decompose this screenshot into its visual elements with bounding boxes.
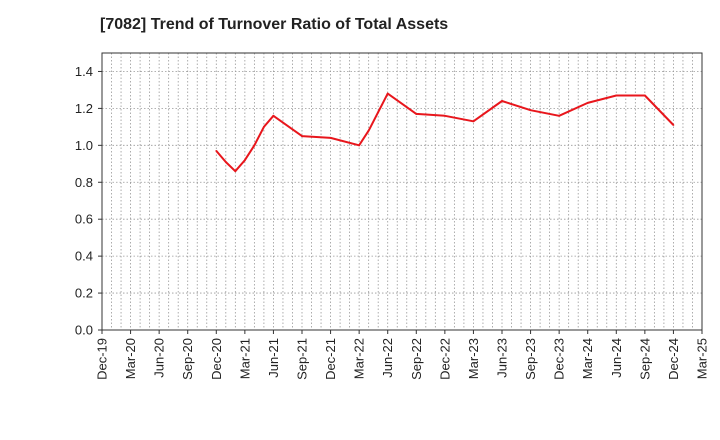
- data-point: [672, 124, 675, 126]
- x-tick-label: Dec-21: [323, 338, 338, 380]
- x-tick-label: Jun-21: [266, 338, 281, 378]
- x-tick-label: Sep-23: [523, 338, 538, 380]
- data-point: [367, 129, 370, 132]
- data-point: [215, 149, 218, 152]
- x-tick-label: Jun-22: [380, 338, 395, 378]
- y-tick-label: 0.4: [75, 249, 93, 264]
- data-point: [224, 161, 227, 163]
- data-point: [243, 159, 246, 162]
- x-tick-label: Dec-22: [437, 338, 452, 380]
- data-point: [643, 94, 646, 97]
- y-tick-label: 0.8: [75, 175, 93, 190]
- data-point: [501, 100, 503, 102]
- data-point: [472, 120, 475, 123]
- x-tick-label: Mar-20: [123, 338, 138, 379]
- y-tick-label: 1.4: [75, 64, 93, 79]
- data-point: [253, 144, 256, 147]
- data-point: [586, 101, 589, 104]
- x-tick-label: Mar-25: [695, 338, 710, 379]
- plot-frame: [101, 52, 703, 331]
- x-tick-label: Dec-23: [552, 338, 567, 380]
- data-point: [529, 109, 532, 112]
- data-point: [263, 125, 265, 128]
- x-tick-label: Mar-22: [352, 338, 367, 379]
- series-layer: [215, 92, 675, 173]
- data-point: [615, 94, 618, 97]
- x-tick-label: Mar-24: [580, 338, 595, 379]
- x-tick-label: Jun-20: [152, 338, 167, 378]
- x-tick-label: Jun-24: [609, 338, 624, 378]
- data-point: [272, 114, 275, 117]
- y-tick-label: 0.0: [75, 323, 93, 338]
- x-tick-label: Sep-20: [180, 338, 195, 380]
- data-point: [234, 170, 237, 173]
- x-tick-label: Mar-23: [466, 338, 481, 379]
- x-tick-label: Dec-20: [209, 338, 224, 380]
- x-tick-label: Sep-22: [409, 338, 424, 380]
- y-tick-label: 0.6: [75, 212, 93, 227]
- data-point: [558, 114, 561, 117]
- x-tick-label: Sep-24: [637, 338, 652, 380]
- plot-background: [102, 53, 702, 330]
- data-point: [329, 137, 332, 139]
- data-point: [358, 144, 361, 147]
- x-tick-label: Dec-19: [95, 338, 110, 380]
- data-point: [301, 135, 303, 138]
- x-tick-label: Jun-23: [495, 338, 510, 378]
- x-tick-label: Sep-21: [295, 338, 310, 380]
- data-point: [443, 114, 446, 117]
- axis-layer: 0.0 0.2 0.4 0.6 0.8 1.0 1.2 1.4 Dec-19 Mar-20 Jun-…: [75, 52, 710, 380]
- y-tick-label: 1.0: [75, 138, 93, 153]
- data-point: [386, 92, 389, 95]
- x-tick-label: Dec-24: [666, 338, 681, 380]
- y-tick-label: 1.2: [75, 101, 93, 116]
- data-point: [415, 113, 418, 115]
- chart-title: [7082] Trend of Turnover Ratio of Total …: [100, 16, 449, 33]
- y-tick-label: 0.2: [75, 286, 93, 301]
- plot-area: [102, 53, 702, 330]
- data-point: [377, 111, 380, 113]
- x-tick-label: Mar-21: [237, 338, 252, 379]
- grid-layer: [102, 53, 702, 330]
